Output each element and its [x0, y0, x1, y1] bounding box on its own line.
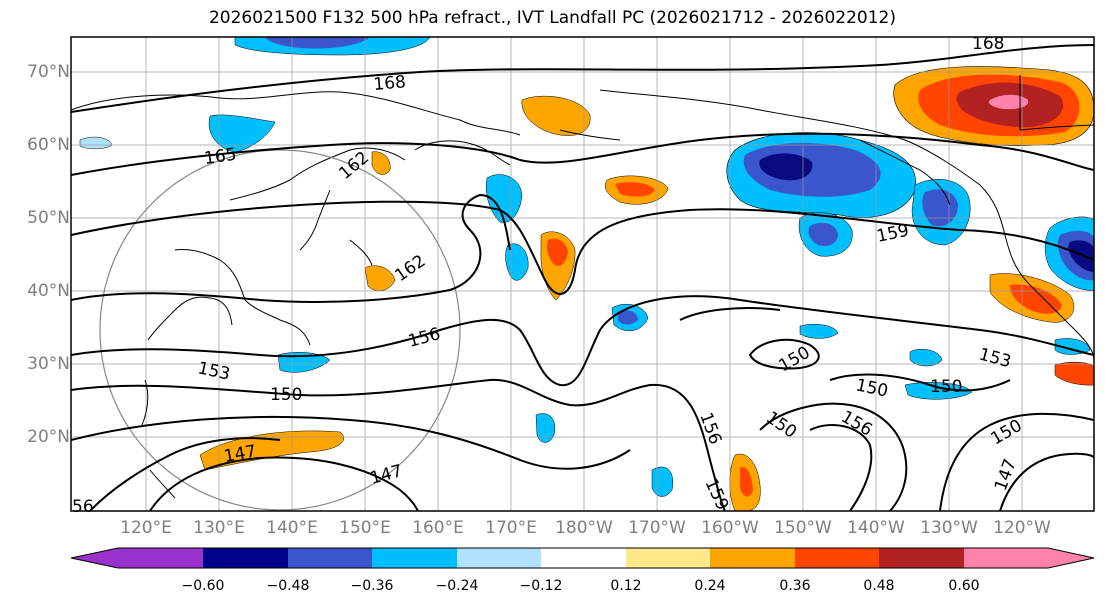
negative-anomaly-mid3	[535, 413, 556, 443]
colorbar-bin	[710, 548, 795, 568]
lon-label-140e: 140°E	[266, 518, 318, 538]
contour-label: 150	[776, 343, 814, 377]
colorbar-tick: −0.60	[181, 578, 225, 594]
lon-label-160e: 160°E	[412, 518, 464, 538]
contour-label: 150	[930, 377, 962, 397]
negative-anomaly-south-gulf-mid	[808, 222, 838, 246]
contour-label: 56	[72, 497, 94, 517]
negative-anomaly-mid4	[909, 349, 943, 367]
contour-label: 162	[391, 251, 429, 286]
colorbar-bin	[626, 548, 710, 568]
lon-label-120w: 120°W	[993, 518, 1051, 538]
colorbar-bin	[288, 548, 372, 568]
positive-anomaly-california-core	[1010, 284, 1062, 314]
lon-label-160w: 160°W	[701, 518, 759, 538]
negative-anomaly-gulf-core	[759, 153, 813, 181]
negative-anomaly-mid6	[208, 114, 276, 153]
negative-anomaly-arctic-core	[265, 37, 370, 49]
contour-label: 168	[972, 34, 1004, 54]
negative-anomaly-pnw-max	[1068, 240, 1094, 272]
colorbar-extend-low	[71, 548, 118, 568]
colorbar-bin	[457, 548, 541, 568]
lon-label-130w: 130°W	[920, 518, 978, 538]
colorbar-bin	[964, 548, 1048, 568]
contour-label: 165	[203, 145, 238, 169]
positive-anomaly-arctic-pac	[521, 95, 591, 136]
positive-anomaly-alaska-max	[988, 94, 1029, 110]
colorbar-bin	[203, 548, 288, 568]
colorbar-tick: −0.36	[350, 578, 394, 594]
lon-label-180w: 180°W	[555, 518, 613, 538]
lat-label-70: 70°N	[27, 62, 70, 82]
colorbar-bin	[541, 548, 626, 568]
lon-label-130e: 130°E	[193, 518, 245, 538]
colorbar-tick: −0.12	[519, 578, 563, 594]
positive-anomaly-yellowsea	[364, 265, 396, 292]
colorbar-tick: 0.60	[948, 578, 980, 594]
positive-anomaly-bering-core	[615, 182, 655, 197]
negative-anomaly-mid7	[277, 352, 331, 373]
lon-label-170w: 170°W	[628, 518, 686, 538]
map-title: 2026021500 F132 500 hPa refract., IVT La…	[208, 8, 896, 28]
lat-label-60: 60°N	[27, 135, 70, 155]
contour-label: 156	[406, 324, 443, 352]
positive-anomaly-kamchatka	[371, 151, 391, 175]
colorbar-bin	[795, 548, 879, 568]
contour-label: 147	[222, 442, 257, 467]
lon-label-120e: 120°E	[120, 518, 172, 538]
lat-label-20: 20°N	[27, 427, 70, 447]
lat-label-30: 30°N	[27, 354, 70, 374]
contour-label: 150	[854, 375, 890, 401]
contour-label: 153	[977, 345, 1014, 373]
contour-label: 147	[991, 456, 1021, 493]
lon-label-150e: 150°E	[339, 518, 391, 538]
graticule	[71, 37, 1094, 511]
colorbar-tick: 0.48	[863, 578, 895, 594]
colorbar-bin	[879, 548, 964, 568]
lat-label-50: 50°N	[27, 208, 70, 228]
positive-anomaly-central-core	[547, 238, 568, 266]
contour-label: 168	[373, 72, 407, 95]
negative-anomaly-mid10	[1054, 338, 1091, 355]
lon-label-170e: 170°E	[485, 518, 537, 538]
colorbar-bin	[118, 548, 203, 568]
negative-anomaly-mid9	[904, 382, 973, 400]
contour-label: 156	[695, 410, 725, 447]
colorbar-tick: 0.36	[779, 578, 811, 594]
contour-label: 153	[196, 358, 232, 384]
lat-label-40: 40°N	[27, 281, 70, 301]
colorbar-tick: −0.24	[435, 578, 479, 594]
negative-anomaly-mid1-core	[618, 310, 638, 325]
colorbar	[70, 547, 1095, 569]
colorbar-tick: −0.48	[266, 578, 310, 594]
positive-anomaly-hawaii-core	[740, 467, 753, 497]
contour-label: 147	[368, 461, 405, 489]
lon-label-150w: 150°W	[774, 518, 832, 538]
negative-anomaly-bering-w	[486, 174, 523, 223]
lon-label-140w: 140°W	[847, 518, 905, 538]
contour-label: 150	[270, 385, 302, 405]
negative-anomaly-mid5	[799, 324, 839, 339]
colorbar-bin	[372, 548, 457, 568]
negative-anomaly-mid11	[79, 136, 113, 150]
colorbar-extend-high	[1048, 548, 1094, 568]
shaded-field-layer	[79, 37, 1094, 511]
negative-anomaly-mid8	[651, 466, 674, 497]
colorbar-tick: 0.12	[610, 578, 642, 594]
height-contours	[71, 44, 1094, 511]
map-frame	[70, 36, 1095, 512]
contour-label: 159	[700, 476, 732, 514]
positive-anomaly-baja	[1054, 361, 1094, 386]
projection-circle	[99, 149, 461, 511]
colorbar-tick: 0.24	[694, 578, 726, 594]
contour-label: 150	[988, 416, 1026, 450]
contour-label: 159	[875, 221, 911, 247]
